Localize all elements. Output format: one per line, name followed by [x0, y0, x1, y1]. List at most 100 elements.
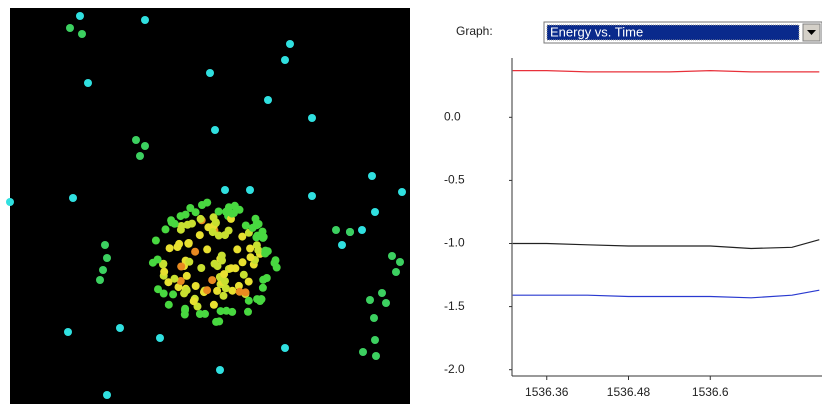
- particle: [246, 253, 255, 262]
- particle: [191, 208, 200, 217]
- particle: [174, 283, 183, 292]
- particle: [371, 336, 379, 344]
- particle: [176, 225, 185, 234]
- particle: [257, 295, 266, 304]
- particle: [69, 194, 77, 202]
- particle: [392, 268, 400, 276]
- particle: [76, 12, 84, 20]
- particle: [372, 352, 380, 360]
- particle: [238, 232, 247, 241]
- particle: [378, 289, 386, 297]
- particle: [195, 231, 204, 240]
- y-tick-label: -2.0: [444, 362, 465, 376]
- particle: [221, 186, 229, 194]
- particle: [191, 247, 200, 256]
- particle: [272, 263, 281, 272]
- simulation-view: [10, 8, 410, 404]
- particle: [208, 276, 217, 285]
- particle: [184, 239, 193, 248]
- particle: [244, 296, 253, 305]
- particle: [159, 260, 167, 269]
- particle: [230, 201, 239, 210]
- particle: [286, 40, 294, 48]
- particle: [258, 227, 267, 236]
- y-tick-label: -0.5: [444, 173, 465, 187]
- particle: [359, 348, 367, 356]
- particle: [182, 271, 191, 280]
- particle: [191, 282, 200, 290]
- x-tick-label: 1536.36: [525, 385, 569, 399]
- particle: [261, 249, 270, 258]
- particle: [224, 226, 233, 235]
- particle: [6, 198, 14, 206]
- particle: [221, 284, 230, 293]
- particle: [203, 286, 212, 295]
- particle: [96, 276, 104, 284]
- x-tick-label: 1536.6: [692, 385, 729, 399]
- particle: [176, 212, 185, 221]
- particle: [332, 226, 340, 234]
- particle: [346, 228, 354, 236]
- particle: [177, 262, 186, 271]
- particle: [64, 328, 72, 336]
- particle: [222, 306, 231, 315]
- series-line: [512, 239, 820, 250]
- particle: [262, 274, 271, 282]
- particle: [160, 267, 169, 276]
- graph-dropdown[interactable]: Energy vs. Time: [543, 21, 822, 44]
- particles: [6, 12, 406, 399]
- particle: [244, 307, 252, 316]
- y-tick-label: 0.0: [444, 109, 461, 123]
- particle: [220, 270, 229, 279]
- particle: [235, 287, 244, 296]
- particle: [66, 24, 74, 32]
- particle: [203, 198, 212, 207]
- series-line: [512, 69, 820, 73]
- x-tick-label: 1536.48: [607, 385, 651, 399]
- particle: [167, 218, 176, 227]
- particle: [196, 214, 205, 223]
- particle: [161, 225, 170, 234]
- particle: [368, 172, 376, 180]
- particle: [241, 221, 250, 230]
- particle: [214, 207, 223, 216]
- particle: [195, 310, 204, 318]
- particle: [264, 96, 272, 104]
- particle: [398, 188, 406, 196]
- particle: [216, 307, 225, 316]
- particle: [233, 245, 242, 254]
- particle: [370, 314, 378, 322]
- dropdown-value: Energy vs. Time: [550, 24, 643, 39]
- particle: [132, 136, 140, 144]
- particle: [154, 285, 162, 294]
- particle: [246, 244, 255, 253]
- particle: [238, 258, 247, 267]
- particle: [246, 186, 254, 194]
- particle: [164, 300, 173, 309]
- particle: [358, 226, 366, 234]
- particle: [206, 69, 214, 77]
- particle: [218, 256, 226, 265]
- particle: [203, 245, 212, 254]
- particle: [165, 244, 174, 253]
- dropdown-arrow: [807, 30, 816, 35]
- particle: [84, 79, 92, 87]
- particle: [185, 257, 194, 266]
- particle: [173, 243, 182, 251]
- particle: [211, 126, 219, 134]
- particle: [159, 289, 168, 298]
- particle: [308, 192, 316, 200]
- particle: [101, 241, 109, 249]
- series-line: [512, 289, 820, 299]
- particle: [214, 231, 223, 240]
- particle: [234, 281, 243, 290]
- particle: [211, 218, 220, 227]
- particle: [151, 236, 160, 245]
- particle: [259, 233, 267, 242]
- particle: [281, 56, 289, 64]
- particle: [258, 283, 267, 292]
- particle: [103, 391, 111, 399]
- particle: [239, 270, 248, 279]
